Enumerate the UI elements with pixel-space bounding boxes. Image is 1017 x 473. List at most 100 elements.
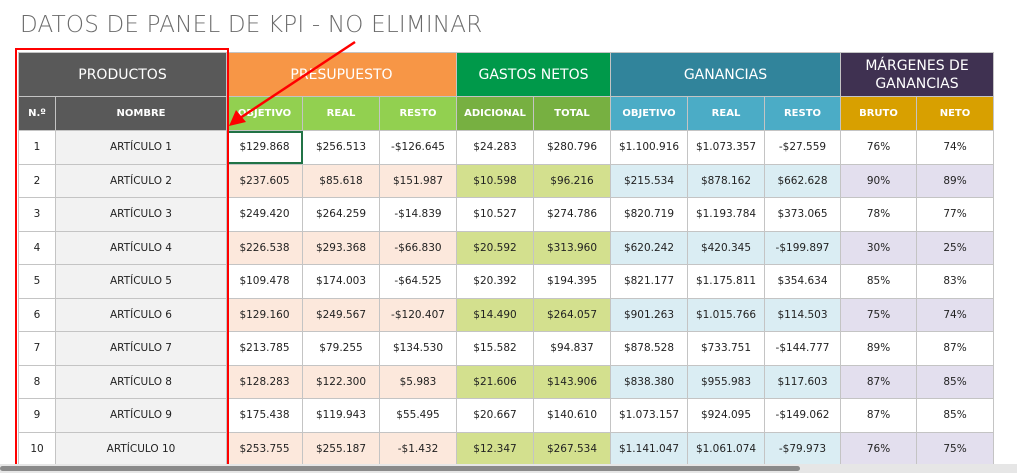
group-ganancias[interactable]: GANANCIAS	[610, 52, 841, 97]
cell[interactable]: 83%	[916, 264, 994, 299]
cell[interactable]: $21.606	[456, 364, 534, 399]
cell[interactable]: $128.283	[226, 364, 303, 399]
cell[interactable]: $267.534	[533, 431, 611, 466]
cell[interactable]: $119.943	[302, 398, 380, 433]
cell[interactable]: 75%	[916, 431, 994, 466]
cell[interactable]: $5.983	[379, 364, 457, 399]
cell[interactable]: -$144.777	[764, 331, 841, 366]
cell[interactable]: 89%	[916, 163, 994, 198]
cell[interactable]: $20.392	[456, 264, 534, 299]
cell[interactable]: $213.785	[226, 331, 303, 366]
cell[interactable]: $114.503	[764, 297, 841, 332]
cell[interactable]: -$66.830	[379, 230, 457, 265]
column-header-9[interactable]: RESTO	[764, 96, 841, 131]
cell[interactable]: $10.527	[456, 197, 534, 232]
horizontal-scrollbar[interactable]	[0, 464, 1017, 473]
cell[interactable]: $256.513	[302, 130, 380, 165]
cell[interactable]: 87%	[840, 398, 917, 433]
cell[interactable]: 78%	[840, 197, 917, 232]
cell[interactable]: $1.073.157	[610, 398, 688, 433]
cell[interactable]: 87%	[840, 364, 917, 399]
cell[interactable]: $1.073.357	[687, 130, 765, 165]
cell[interactable]: 75%	[840, 297, 917, 332]
cell[interactable]: $249.567	[302, 297, 380, 332]
column-header-1[interactable]: NOMBRE	[55, 96, 227, 131]
cell[interactable]: -$120.407	[379, 297, 457, 332]
column-header-10[interactable]: BRUTO	[840, 96, 917, 131]
cell[interactable]: $117.603	[764, 364, 841, 399]
cell[interactable]: $15.582	[456, 331, 534, 366]
cell[interactable]: $20.592	[456, 230, 534, 265]
cell[interactable]: $1.100.916	[610, 130, 688, 165]
cell[interactable]: 4	[18, 230, 56, 265]
scrollbar-thumb[interactable]	[0, 466, 800, 471]
cell[interactable]: $249.420	[226, 197, 303, 232]
column-header-4[interactable]: RESTO	[379, 96, 457, 131]
cell[interactable]: 89%	[840, 331, 917, 366]
cell[interactable]: 87%	[916, 331, 994, 366]
cell[interactable]: $237.605	[226, 163, 303, 198]
cell[interactable]: $820.719	[610, 197, 688, 232]
cell[interactable]: $194.395	[533, 264, 611, 299]
cell[interactable]: ARTÍCULO 3	[55, 197, 227, 232]
cell[interactable]: $85.618	[302, 163, 380, 198]
cell[interactable]: $821.177	[610, 264, 688, 299]
cell[interactable]: 90%	[840, 163, 917, 198]
column-header-11[interactable]: NETO	[916, 96, 994, 131]
cell[interactable]: $264.259	[302, 197, 380, 232]
cell[interactable]: $354.634	[764, 264, 841, 299]
group-presupuesto[interactable]: PRESUPUESTO	[226, 52, 457, 97]
cell[interactable]: $109.478	[226, 264, 303, 299]
cell[interactable]: $264.057	[533, 297, 611, 332]
cell[interactable]: $280.796	[533, 130, 611, 165]
group-gastos-netos[interactable]: GASTOS NETOS	[456, 52, 611, 97]
cell[interactable]: ARTÍCULO 10	[55, 431, 227, 466]
cell[interactable]: 30%	[840, 230, 917, 265]
cell[interactable]: $215.534	[610, 163, 688, 198]
cell[interactable]: $12.347	[456, 431, 534, 466]
cell[interactable]: 74%	[916, 130, 994, 165]
cell[interactable]: $1.061.074	[687, 431, 765, 466]
column-header-0[interactable]: N.º	[18, 96, 56, 131]
cell[interactable]: $122.300	[302, 364, 380, 399]
cell[interactable]: $733.751	[687, 331, 765, 366]
cell[interactable]: $129.868	[226, 130, 303, 165]
cell[interactable]: 85%	[916, 364, 994, 399]
cell[interactable]: $20.667	[456, 398, 534, 433]
cell[interactable]: $96.216	[533, 163, 611, 198]
cell[interactable]: $174.003	[302, 264, 380, 299]
cell[interactable]: -$149.062	[764, 398, 841, 433]
column-header-7[interactable]: OBJETIVO	[610, 96, 688, 131]
group-margenes[interactable]: MÁRGENES DE GANANCIAS	[840, 52, 994, 97]
cell[interactable]: $143.906	[533, 364, 611, 399]
cell[interactable]: ARTÍCULO 5	[55, 264, 227, 299]
cell[interactable]: -$126.645	[379, 130, 457, 165]
column-header-5[interactable]: ADICIONAL	[456, 96, 534, 131]
cell[interactable]: $420.345	[687, 230, 765, 265]
cell[interactable]: 74%	[916, 297, 994, 332]
cell[interactable]: $1.175.811	[687, 264, 765, 299]
cell[interactable]: 7	[18, 331, 56, 366]
cell[interactable]: 76%	[840, 431, 917, 466]
cell[interactable]: 5	[18, 264, 56, 299]
cell[interactable]: $1.141.047	[610, 431, 688, 466]
cell[interactable]: -$27.559	[764, 130, 841, 165]
cell[interactable]: $151.987	[379, 163, 457, 198]
cell[interactable]: $14.490	[456, 297, 534, 332]
cell[interactable]: $55.495	[379, 398, 457, 433]
cell[interactable]: 76%	[840, 130, 917, 165]
cell[interactable]: -$1.432	[379, 431, 457, 466]
cell[interactable]: $79.255	[302, 331, 380, 366]
cell[interactable]: 85%	[916, 398, 994, 433]
cell[interactable]: $293.368	[302, 230, 380, 265]
column-header-6[interactable]: TOTAL	[533, 96, 611, 131]
cell[interactable]: $24.283	[456, 130, 534, 165]
cell[interactable]: 6	[18, 297, 56, 332]
column-header-8[interactable]: REAL	[687, 96, 765, 131]
cell[interactable]: $620.242	[610, 230, 688, 265]
cell[interactable]: $226.538	[226, 230, 303, 265]
cell[interactable]: $175.438	[226, 398, 303, 433]
cell[interactable]: $129.160	[226, 297, 303, 332]
cell[interactable]: $134.530	[379, 331, 457, 366]
cell[interactable]: $274.786	[533, 197, 611, 232]
